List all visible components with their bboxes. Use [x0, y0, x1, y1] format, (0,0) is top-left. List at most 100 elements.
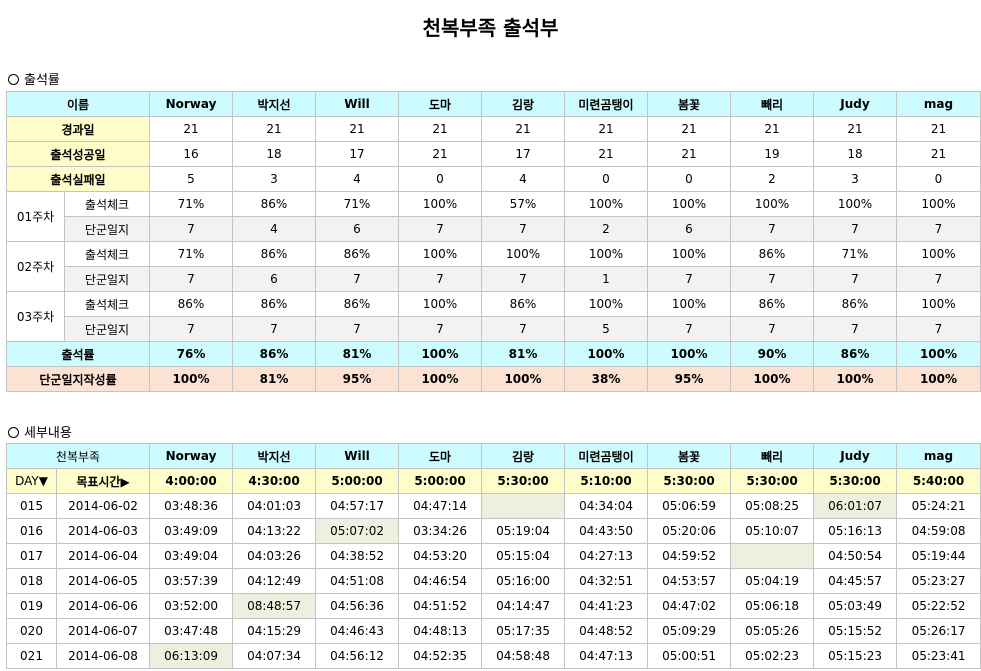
time-value: 04:27:13	[564, 543, 649, 569]
summary-value: 21	[730, 116, 814, 142]
week-value: 86%	[813, 291, 897, 317]
time-value: 06:13:09	[149, 643, 234, 669]
day-number: 020	[6, 618, 57, 644]
summary-row: 경과일 21 21 21 21 21 21 21 21 21 21	[6, 116, 981, 142]
time-value: 03:49:04	[149, 543, 234, 569]
week-value: 100%	[813, 191, 897, 217]
day-number: 018	[6, 568, 57, 594]
attendance-section-label: 출석률	[24, 73, 60, 88]
week-value: 7	[149, 266, 233, 292]
time-value: 05:19:44	[896, 543, 981, 569]
time-value: 04:58:48	[481, 643, 566, 669]
attendance-rate-value: 86%	[232, 341, 316, 367]
summary-value: 0	[564, 166, 648, 192]
journal-rate-value: 100%	[149, 366, 233, 392]
week-value: 100%	[481, 241, 565, 267]
time-value: 05:09:29	[647, 618, 732, 644]
time-value: 08:48:57	[232, 593, 317, 619]
time-value: 05:05:26	[730, 618, 815, 644]
header-cell-member: 봄꽃	[647, 91, 731, 117]
week-value: 86%	[730, 291, 814, 317]
summary-row-label: 경과일	[6, 116, 150, 142]
week-value: 7	[813, 316, 897, 342]
attendance-rate-value: 100%	[647, 341, 731, 367]
time-value: 04:57:17	[315, 493, 400, 519]
week-value: 7	[896, 216, 981, 242]
week-value: 7	[647, 316, 731, 342]
time-value: 04:15:29	[232, 618, 317, 644]
date-cell: 2014-06-07	[55, 618, 151, 644]
week-value: 100%	[564, 191, 648, 217]
day-number: 017	[6, 543, 57, 569]
week-value: 7	[813, 216, 897, 242]
week-value: 7	[149, 316, 233, 342]
week-row-label: 출석체크	[64, 191, 150, 217]
time-value: 05:15:04	[481, 543, 566, 569]
circle-bullet-icon	[8, 74, 19, 85]
header-cell-tribe: 천복부족	[5, 443, 151, 469]
day-sort-label: DAY▼	[6, 468, 57, 494]
week-value: 7	[481, 316, 565, 342]
time-value	[481, 493, 566, 519]
time-value: 05:26:17	[896, 618, 981, 644]
week-value: 86%	[315, 291, 399, 317]
target-time-value: 5:40:00	[896, 468, 981, 494]
time-value: 05:07:02	[315, 518, 400, 544]
header-cell-member: 김랑	[481, 91, 565, 117]
time-value: 05:24:21	[896, 493, 981, 519]
week-value: 7	[813, 266, 897, 292]
time-value: 04:38:52	[315, 543, 400, 569]
day-number: 015	[6, 493, 57, 519]
week-value: 7	[398, 266, 482, 292]
header-cell-member: Judy	[813, 443, 898, 469]
time-value: 04:47:14	[398, 493, 483, 519]
header-cell-member: 도마	[398, 443, 483, 469]
time-value: 05:06:59	[647, 493, 732, 519]
summary-value: 16	[149, 141, 233, 167]
time-value: 03:49:09	[149, 518, 234, 544]
week-value: 86%	[232, 191, 316, 217]
time-value: 04:48:52	[564, 618, 649, 644]
detail-row: 018 2014-06-05 03:57:39 04:12:49 04:51:08 04:…	[6, 568, 981, 594]
page-title: 천복부족 출석부	[422, 16, 559, 40]
header-cell-member: 빼리	[730, 443, 815, 469]
attendance-rate-value: 90%	[730, 341, 814, 367]
time-value: 04:41:23	[564, 593, 649, 619]
attendance-rate-value: 100%	[398, 341, 482, 367]
attendance-rate-row: 출석률 76% 86% 81% 100% 81% 100% 100% 90% 86% 100%	[6, 341, 981, 367]
time-value: 04:07:34	[232, 643, 317, 669]
header-cell-member: 박지선	[232, 91, 316, 117]
summary-value: 21	[481, 116, 565, 142]
week-value: 86%	[315, 241, 399, 267]
time-value: 05:19:04	[481, 518, 566, 544]
week-value: 100%	[896, 291, 981, 317]
time-value: 05:08:25	[730, 493, 815, 519]
week-value: 7	[398, 216, 482, 242]
summary-value: 21	[647, 141, 731, 167]
week-row-label: 단군일지	[64, 266, 150, 292]
week-value: 100%	[398, 241, 482, 267]
target-time-label: 목표시간▶	[55, 468, 151, 494]
summary-value: 3	[813, 166, 897, 192]
detail-row: 015 2014-06-02 03:48:36 04:01:03 04:57:17 04:…	[6, 493, 981, 519]
header-cell-member: 미련곰탱이	[564, 91, 648, 117]
journal-rate-row: 단군일지작성률 100% 81% 95% 100% 100% 38% 95% 100% 100% 1…	[6, 366, 981, 392]
time-value: 03:48:36	[149, 493, 234, 519]
time-value: 04:32:51	[564, 568, 649, 594]
time-value: 06:01:07	[813, 493, 898, 519]
header-cell-member: 빼리	[730, 91, 814, 117]
target-time-value: 5:30:00	[481, 468, 566, 494]
summary-value: 0	[398, 166, 482, 192]
time-value: 04:47:13	[564, 643, 649, 669]
summary-value: 18	[813, 141, 897, 167]
time-value: 04:51:52	[398, 593, 483, 619]
attendance-rate-value: 81%	[481, 341, 565, 367]
detail-row: 016 2014-06-03 03:49:09 04:13:22 05:07:02 03:…	[6, 518, 981, 544]
header-cell-member: mag	[896, 91, 981, 117]
time-value: 05:00:51	[647, 643, 732, 669]
week-value: 100%	[564, 291, 648, 317]
summary-value: 21	[813, 116, 897, 142]
time-value: 05:16:00	[481, 568, 566, 594]
header-cell-name: 이름	[6, 91, 150, 117]
summary-row: 출석실패일 5 3 4 0 4 0 0 2 3 0	[6, 166, 981, 192]
